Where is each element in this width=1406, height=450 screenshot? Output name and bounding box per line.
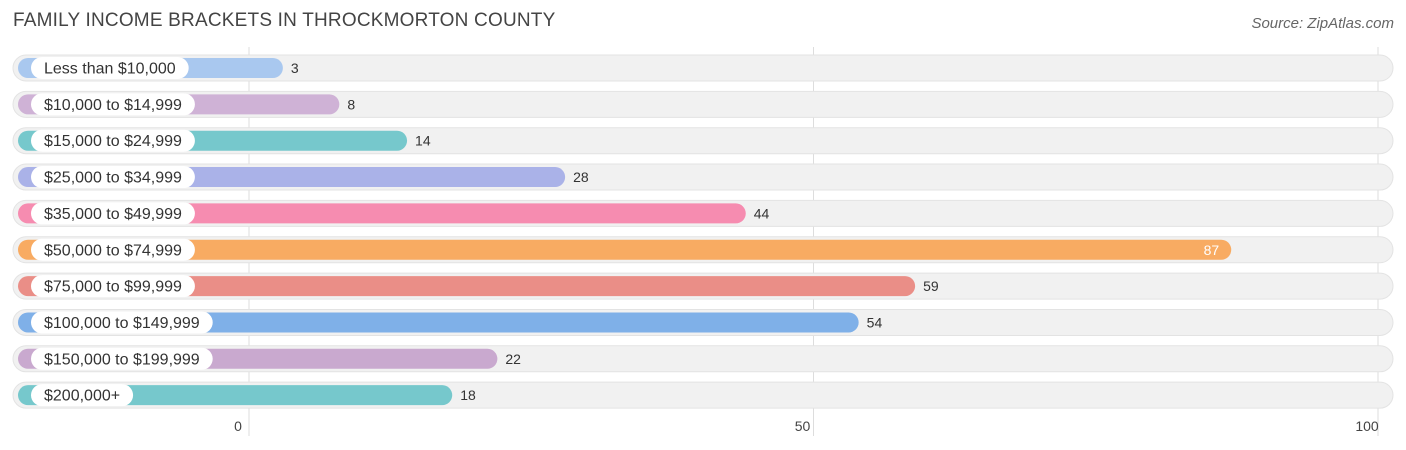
category-label-pill [31, 311, 213, 334]
value-label: 54 [867, 314, 883, 330]
value-label: 44 [754, 205, 770, 221]
category-label: $10,000 to $14,999 [44, 97, 182, 114]
bar [18, 203, 746, 224]
value-label: 59 [923, 278, 939, 294]
bar-row: Less than $10,000 3 [12, 54, 1394, 82]
bar-row: $200,000+ 18 [12, 381, 1394, 409]
value-label: 3 [291, 60, 299, 76]
category-label: $75,000 to $99,999 [44, 279, 182, 296]
bar [18, 239, 1232, 260]
bar-track [12, 90, 1394, 118]
bar-rows: Less than $10,000 3 $10,000 to $14,999 8 $15… [12, 54, 1394, 409]
category-label: Less than $10,000 [44, 61, 176, 78]
category-label: $15,000 to $24,999 [44, 133, 182, 150]
bar-row: $35,000 to $49,999 44 [12, 199, 1394, 227]
category-label-pill [31, 57, 189, 79]
value-label: 87 [1204, 242, 1220, 258]
category-label-pill [31, 166, 195, 189]
value-label: 28 [573, 169, 589, 185]
bar-row: $75,000 to $99,999 59 [12, 272, 1394, 300]
value-label: 8 [347, 96, 355, 112]
x-tick-label: 50 [795, 418, 811, 434]
bar-row: $25,000 to $34,999 28 [12, 163, 1394, 191]
x-axis: 0 50 100 [234, 418, 1379, 434]
bar-row: $50,000 to $74,999 87 [12, 236, 1394, 264]
category-label-pill [31, 202, 195, 225]
category-label: $150,000 to $199,999 [44, 351, 200, 368]
bar [18, 276, 916, 297]
category-label-pill [31, 347, 213, 370]
category-label-pill [31, 384, 134, 407]
category-label: $100,000 to $149,999 [44, 315, 200, 332]
category-label: $200,000+ [44, 388, 120, 405]
x-tick-label: 100 [1355, 418, 1379, 434]
category-label-pill [31, 275, 195, 298]
bar [18, 312, 859, 333]
value-label: 22 [505, 351, 521, 367]
bar-row: $150,000 to $199,999 22 [12, 345, 1394, 373]
category-label: $25,000 to $34,999 [44, 170, 182, 187]
value-label: 18 [460, 387, 476, 403]
value-label: 14 [415, 133, 431, 149]
bar-track [12, 54, 1394, 82]
category-label-pill [31, 93, 195, 116]
bar-row: $100,000 to $149,999 54 [12, 308, 1394, 336]
bar-row: $10,000 to $14,999 8 [12, 90, 1394, 118]
chart-title: FAMILY INCOME BRACKETS IN THROCKMORTON C… [13, 10, 556, 31]
category-label: $35,000 to $49,999 [44, 206, 182, 223]
chart-source: Source: ZipAtlas.com [1251, 15, 1394, 32]
category-label: $50,000 to $74,999 [44, 242, 182, 259]
bar-row: $15,000 to $24,999 14 [12, 127, 1394, 155]
category-label-pill [31, 238, 195, 261]
category-label-pill [31, 129, 195, 152]
x-tick-label: 0 [234, 418, 242, 434]
